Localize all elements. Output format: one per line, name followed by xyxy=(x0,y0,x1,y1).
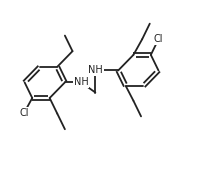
Text: Cl: Cl xyxy=(19,108,29,118)
Text: Cl: Cl xyxy=(154,34,163,44)
Text: NH: NH xyxy=(88,65,103,75)
Text: NH: NH xyxy=(74,77,89,87)
